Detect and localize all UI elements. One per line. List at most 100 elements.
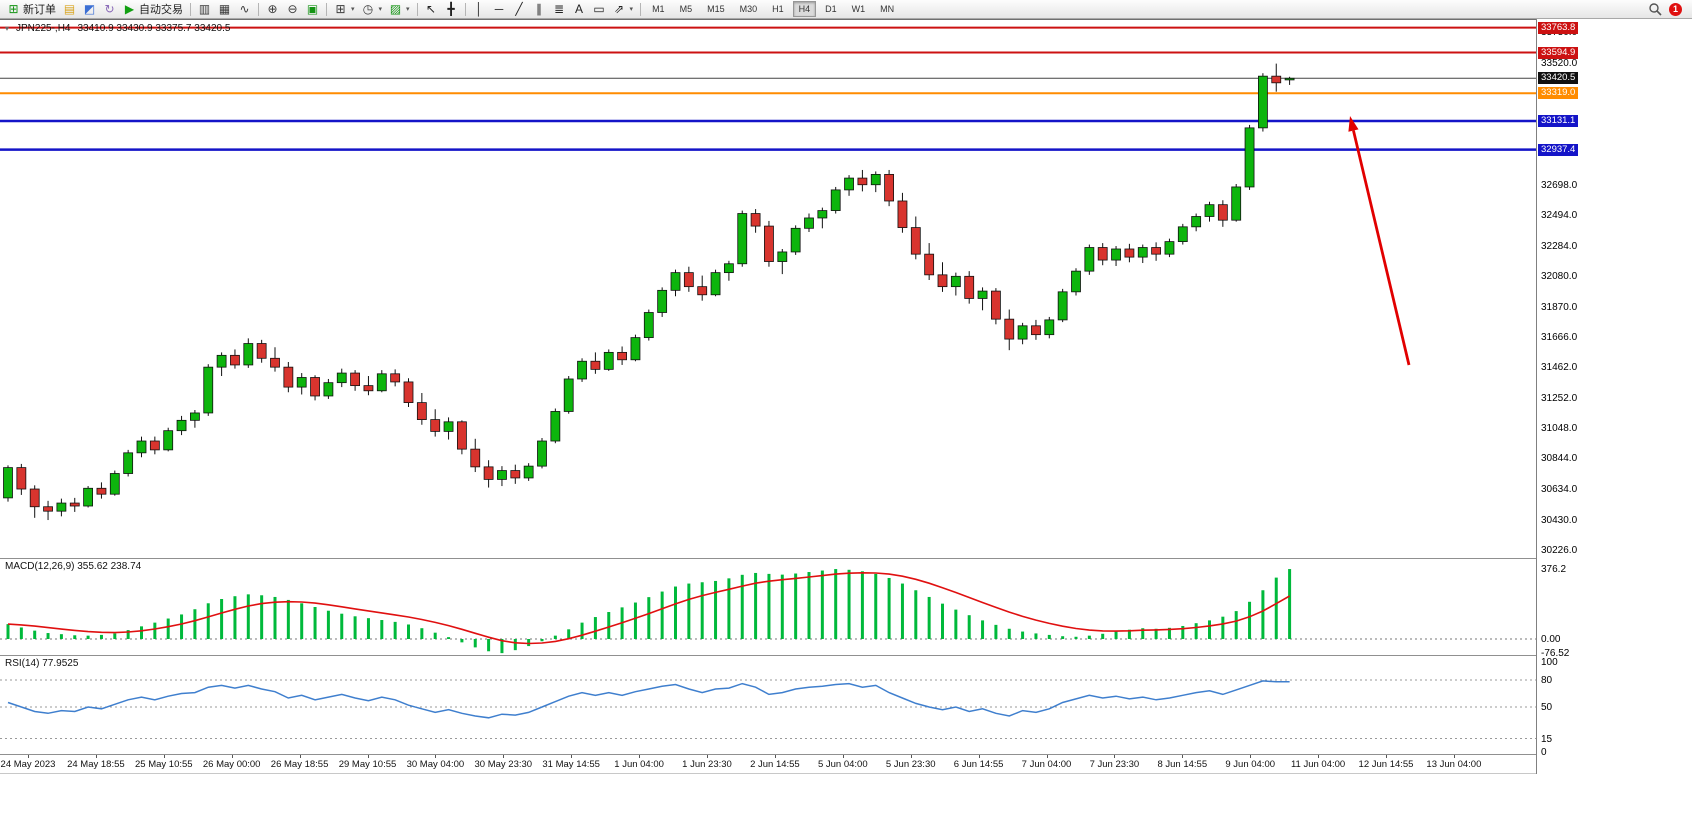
macd-histogram-bar xyxy=(1154,628,1158,639)
autotrading-label: 自动交易 xyxy=(139,4,183,16)
price-axis-label: 32284.0 xyxy=(1541,240,1578,252)
timeframe-h1-button[interactable]: H1 xyxy=(772,4,784,14)
timeframe-m1-button[interactable]: M1 xyxy=(652,4,665,14)
chart-window-icon: ▤ xyxy=(63,2,76,16)
zoom-out-icon: ⊖ xyxy=(287,2,298,16)
fibonacci-button[interactable]: ≣ xyxy=(550,1,569,18)
time-axis-label: 29 May 10:55 xyxy=(338,759,397,770)
market-watch-button[interactable]: ◩ xyxy=(80,1,99,18)
candle-bear xyxy=(1031,325,1041,336)
crosshair-icon: ╋ xyxy=(447,2,455,16)
time-axis-tick xyxy=(571,755,573,758)
macd-histogram-bar xyxy=(99,634,103,639)
macd-histogram-bar xyxy=(834,569,838,639)
timeframe-d1-button[interactable]: D1 xyxy=(825,4,837,14)
text-label-button[interactable]: ▭ xyxy=(590,1,609,18)
candle-bear xyxy=(910,227,921,255)
candle-bear xyxy=(29,488,40,508)
macd-histogram-bar xyxy=(794,573,798,639)
time-axis-tick xyxy=(1386,755,1387,758)
timeframe-mn-button[interactable]: MN xyxy=(880,4,895,14)
autotrading-button[interactable]: ▶ 自动交易 xyxy=(120,1,186,18)
price-axis-label: 31252.0 xyxy=(1541,393,1578,405)
macd-histogram-bar xyxy=(660,591,664,639)
candle-bull xyxy=(1244,127,1255,188)
arrow-annotation-shaft[interactable] xyxy=(1352,130,1411,366)
timeframe-m15-button[interactable]: M15 xyxy=(707,4,725,14)
macd-chart[interactable] xyxy=(0,559,1536,655)
time-axis-label: 30 May 04:00 xyxy=(406,759,465,770)
price-axis[interactable]: 33730.033520.032698.032494.032284.032080… xyxy=(1537,19,1692,774)
search-icon[interactable] xyxy=(1648,2,1662,16)
macd-histogram-bar xyxy=(874,573,878,639)
price-axis-box-33319.0: 33319.0 xyxy=(1538,87,1579,100)
timeframe-h4-button[interactable]: H4 xyxy=(792,1,817,17)
rsi-panel: RSI(14) 77.9525 xyxy=(0,656,1536,754)
period-button[interactable]: ◷ ▾ xyxy=(359,1,386,18)
tile-windows-button[interactable]: ▣ xyxy=(303,1,322,18)
rsi-chart[interactable] xyxy=(0,656,1536,754)
arrows-button[interactable]: ⇗ ▾ xyxy=(610,1,637,18)
zoom-in-button[interactable]: ⊕ xyxy=(263,1,282,18)
new-order-button[interactable]: ⊞ 新订单 xyxy=(4,1,59,18)
new-chart-button[interactable]: ⊞ ▾ xyxy=(331,1,358,18)
text-button[interactable]: A xyxy=(570,1,589,18)
line-chart-button[interactable]: ∿ xyxy=(235,1,254,18)
zoom-out-button[interactable]: ⊖ xyxy=(283,1,302,18)
macd-histogram-bar xyxy=(86,635,90,639)
horizontal-line-button[interactable]: ─ xyxy=(490,1,509,18)
timeframe-w1-button[interactable]: W1 xyxy=(851,4,866,14)
trendline-icon: ╱ xyxy=(515,2,523,16)
candle-bull xyxy=(1071,270,1081,293)
indicators-button[interactable]: ▨ ▾ xyxy=(386,1,413,18)
crosshair-button[interactable]: ╋ xyxy=(442,1,461,18)
notification-badge[interactable]: 1 xyxy=(1669,2,1682,16)
vertical-line-button[interactable]: │ xyxy=(470,1,489,18)
macd-histogram-bar xyxy=(193,609,197,639)
macd-histogram-bar xyxy=(954,609,958,639)
trendline-button[interactable]: ╱ xyxy=(510,1,529,18)
indicators-icon: ▨ xyxy=(389,2,402,16)
time-axis-tick xyxy=(1250,755,1252,758)
macd-histogram-bar xyxy=(260,595,264,639)
candle-bull xyxy=(523,465,534,479)
timeframe-m30-button[interactable]: M30 xyxy=(739,4,758,14)
candle-bull xyxy=(710,272,721,296)
time-axis[interactable]: 24 May 2023 24 May 18:55 25 May 10:55 26 Ma… xyxy=(0,755,1536,773)
time-axis-label: 24 May 18:55 xyxy=(67,759,125,770)
one-click-trading-collapse-icon[interactable]: ▾ xyxy=(5,24,10,33)
candle-bull xyxy=(323,382,334,397)
candle-bear xyxy=(924,253,935,276)
bar-chart-button[interactable]: ▥ xyxy=(195,1,214,18)
dropdown-arrow-icon: ▾ xyxy=(406,6,410,13)
cursor-button[interactable]: ↖ xyxy=(422,1,441,18)
candle-bull xyxy=(136,440,147,454)
candle-bull xyxy=(1284,77,1295,81)
price-axis-label: 31666.0 xyxy=(1541,331,1578,343)
candle-bull xyxy=(1231,186,1242,221)
price-axis-box-32937.4: 32937.4 xyxy=(1538,143,1579,156)
cursor-icon: ↖ xyxy=(426,2,437,16)
price-axis-label: 32494.0 xyxy=(1541,209,1578,221)
chart-window-button[interactable]: ▤ xyxy=(60,1,79,18)
candle-bull xyxy=(376,373,387,392)
candle-bull xyxy=(1204,204,1215,217)
candle-bear xyxy=(1124,248,1135,258)
candle-bull xyxy=(497,470,507,480)
macd-histogram-bar xyxy=(286,599,290,639)
time-axis-tick xyxy=(367,755,369,758)
candlestick-chart-button[interactable]: ▦ xyxy=(215,1,234,18)
candle-bull xyxy=(243,343,254,366)
timeframe-m5-button[interactable]: M5 xyxy=(679,4,693,14)
time-axis-tick xyxy=(910,755,912,758)
arrow-annotation-head[interactable] xyxy=(1348,116,1359,132)
refresh-button[interactable]: ↻ xyxy=(100,1,119,18)
candle-bear xyxy=(964,275,975,299)
price-chart[interactable] xyxy=(0,19,1536,558)
candle-bull xyxy=(1164,241,1175,255)
candle-bull xyxy=(1177,226,1188,243)
channel-button[interactable]: ∥ xyxy=(530,1,549,18)
candle-bull xyxy=(336,372,347,384)
time-axis-label: 25 May 10:55 xyxy=(135,759,193,770)
time-axis-label: 2 Jun 14:55 xyxy=(750,759,800,770)
